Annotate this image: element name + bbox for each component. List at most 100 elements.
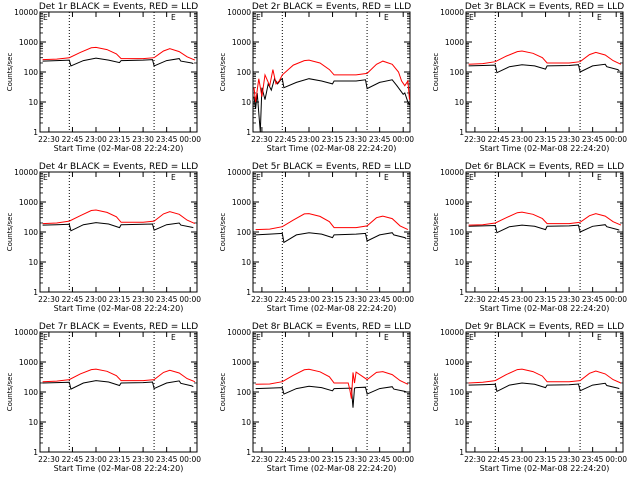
plot-frame <box>252 331 411 453</box>
x-tick-label: 23:15 <box>322 135 344 144</box>
corner-mark-right: E <box>384 333 389 342</box>
series-events-line <box>468 382 620 393</box>
x-tick-label: 23:15 <box>109 135 131 144</box>
corner-mark-left: E <box>43 173 48 182</box>
y-axis-label: Counts/sec <box>432 373 440 412</box>
plot-frame <box>465 11 624 133</box>
x-tick-label: 22:45 <box>488 135 510 144</box>
y-tick-label: 1 <box>459 448 464 457</box>
y-tick-label: 1000 <box>232 38 251 47</box>
y-tick-label: 1 <box>459 128 464 137</box>
corner-mark-left: E <box>43 13 48 22</box>
x-tick-label: 22:45 <box>488 455 510 464</box>
series-events-line <box>253 77 410 133</box>
y-tick-label: 1 <box>459 288 464 297</box>
x-tick-label: 23:45 <box>156 455 178 464</box>
x-tick-label: 23:30 <box>345 295 367 304</box>
y-tick-label: 10000 <box>440 168 464 177</box>
x-tick-label: 00:00 <box>392 295 414 304</box>
x-tick-label: 22:30 <box>251 455 273 464</box>
x-tick-label: 22:30 <box>38 135 60 144</box>
y-tick-label: 1000 <box>19 358 38 367</box>
series-events-line <box>255 385 407 408</box>
series-lld-line <box>468 211 622 226</box>
x-axis-label: Start Time (02-Mar-08 22:24:20) <box>54 144 184 153</box>
x-tick-label: 23:15 <box>535 135 557 144</box>
y-tick-label: 1 <box>33 448 38 457</box>
series-events-line <box>255 232 407 244</box>
y-tick-label: 10 <box>28 258 38 267</box>
y-tick-label: 10 <box>454 418 464 427</box>
corner-mark-right: E <box>597 173 602 182</box>
x-tick-label: 23:45 <box>582 135 604 144</box>
y-tick-label: 100 <box>450 388 465 397</box>
x-tick-label: 23:30 <box>345 455 367 464</box>
x-axis-label: Start Time (02-Mar-08 22:24:20) <box>54 304 184 313</box>
x-tick-label: 23:45 <box>582 455 604 464</box>
y-axis-label: Counts/sec <box>219 213 227 252</box>
series-lld-line <box>255 213 409 231</box>
y-tick-label: 1000 <box>232 358 251 367</box>
panel-title: Det 9r BLACK = Events, RED = LLD <box>465 322 624 332</box>
x-tick-label: 23:15 <box>322 455 344 464</box>
x-tick-label: 22:30 <box>464 295 486 304</box>
series-events-line <box>468 224 620 234</box>
series-lld-line <box>42 46 196 61</box>
y-tick-label: 10 <box>454 98 464 107</box>
corner-mark-left: E <box>256 333 261 342</box>
x-tick-label: 00:00 <box>605 295 627 304</box>
series-events-line <box>468 63 620 74</box>
x-tick-label: 23:15 <box>535 455 557 464</box>
x-tick-label: 00:00 <box>179 135 201 144</box>
y-axis-label: Counts/sec <box>6 213 14 252</box>
x-tick-label: 23:45 <box>156 295 178 304</box>
x-tick-label: 00:00 <box>392 135 414 144</box>
x-tick-label: 00:00 <box>605 135 627 144</box>
x-tick-label: 22:45 <box>62 295 84 304</box>
panel-6: Det 6r BLACK = Events, RED = LLD 1 10 100 10… <box>432 162 627 313</box>
x-axis-label: Start Time (02-Mar-08 22:24:20) <box>267 304 397 313</box>
y-tick-label: 1 <box>246 448 251 457</box>
series-events-line <box>42 380 194 390</box>
x-tick-label: 23:15 <box>322 295 344 304</box>
panel-title: Det 1r BLACK = Events, RED = LLD <box>39 2 198 12</box>
x-tick-label: 00:00 <box>179 295 201 304</box>
x-tick-label: 22:30 <box>38 295 60 304</box>
corner-mark-left: E <box>256 13 261 22</box>
x-axis-label: Start Time (02-Mar-08 22:24:20) <box>54 464 184 473</box>
x-tick-label: 23:15 <box>109 295 131 304</box>
x-tick-label: 22:45 <box>62 455 84 464</box>
x-tick-label: 23:45 <box>156 135 178 144</box>
panel-9: Det 9r BLACK = Events, RED = LLD 1 10 100 10… <box>432 322 627 473</box>
x-tick-label: 22:30 <box>464 455 486 464</box>
y-tick-label: 1000 <box>19 38 38 47</box>
y-tick-label: 100 <box>24 68 39 77</box>
x-tick-label: 23:00 <box>511 295 533 304</box>
x-tick-label: 23:30 <box>558 295 580 304</box>
x-tick-label: 23:00 <box>511 455 533 464</box>
panel-title: Det 6r BLACK = Events, RED = LLD <box>465 162 624 172</box>
x-tick-label: 22:45 <box>275 135 297 144</box>
x-tick-label: 23:30 <box>132 455 154 464</box>
x-tick-label: 23:00 <box>298 135 320 144</box>
panel-title: Det 5r BLACK = Events, RED = LLD <box>252 162 411 172</box>
x-tick-label: 23:30 <box>132 295 154 304</box>
y-tick-label: 1000 <box>445 198 464 207</box>
series-lld-line <box>468 368 622 384</box>
x-tick-label: 22:45 <box>488 295 510 304</box>
y-axis-label: Counts/sec <box>6 53 14 92</box>
panel-7: Det 7r BLACK = Events, RED = LLD 1 10 100 10… <box>6 322 201 473</box>
x-axis-label: Start Time (02-Mar-08 22:24:20) <box>480 144 610 153</box>
y-tick-label: 1000 <box>19 198 38 207</box>
x-tick-label: 22:45 <box>275 455 297 464</box>
y-axis-label: Counts/sec <box>219 53 227 92</box>
y-tick-label: 10000 <box>440 8 464 17</box>
panel-title: Det 2r BLACK = Events, RED = LLD <box>252 2 411 12</box>
corner-mark-right: E <box>384 173 389 182</box>
y-tick-label: 100 <box>237 388 252 397</box>
x-tick-label: 23:00 <box>85 135 107 144</box>
plot-frame <box>465 171 624 293</box>
x-tick-label: 23:00 <box>298 455 320 464</box>
panel-title: Det 3r BLACK = Events, RED = LLD <box>465 2 624 12</box>
x-tick-label: 23:15 <box>109 455 131 464</box>
